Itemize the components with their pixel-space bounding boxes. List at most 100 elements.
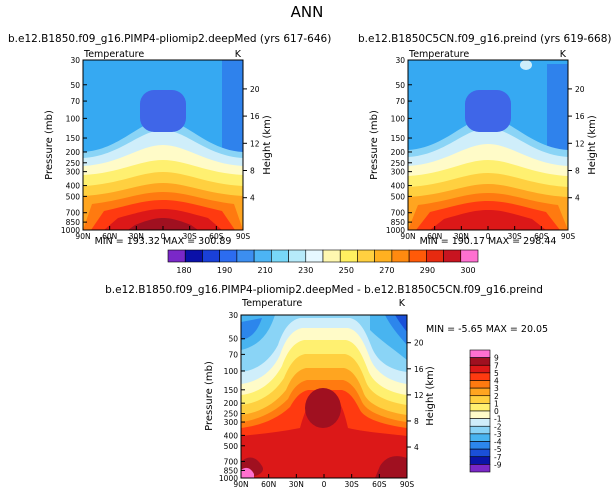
panel-b-left-subtitle: Temperature xyxy=(408,49,469,60)
x-tick-label: 90S xyxy=(236,232,251,241)
colorbar-diff-swatch xyxy=(469,456,491,465)
panel-a-ylabel: Pressure (mb) xyxy=(44,110,55,180)
panel-b-axes: 305070100150200250300400500700850100090N… xyxy=(386,56,585,241)
colorbar-diff-swatch xyxy=(469,441,491,450)
y-tick-label: 70 xyxy=(395,97,405,106)
x-tick-label: 60N xyxy=(261,480,276,489)
x-tick-label: 60N xyxy=(102,232,117,241)
x-tick-label: 90N xyxy=(400,232,415,241)
panel-a-left-subtitle: Temperature xyxy=(83,49,144,60)
colorbar-diff-label: -5 xyxy=(494,445,502,454)
colorbar-diff-swatch xyxy=(469,464,491,473)
colorbar-diff-swatch xyxy=(469,364,491,374)
colorbar-diff-label: 0 xyxy=(494,407,499,416)
colorbar-diff-swatch xyxy=(469,380,491,389)
colorbar-top-swatch xyxy=(236,249,255,263)
height-tick-label: 4 xyxy=(414,443,419,452)
y-tick-label: 200 xyxy=(224,399,239,408)
colorbar-diff-swatch xyxy=(469,357,491,366)
panel-a: b.e12.B1850.f09_g16.PIMP4-pliomip2.deepM… xyxy=(8,33,331,247)
y-tick-label: 100 xyxy=(224,367,239,376)
colorbar-top-swatch xyxy=(305,249,324,263)
colorbar-top-swatch xyxy=(460,249,479,263)
height-tick-label: 20 xyxy=(575,85,585,94)
x-tick-label: 0 xyxy=(161,232,166,241)
y-tick-label: 700 xyxy=(66,209,81,218)
colorbar-top: 180 190 210 230 250 270 290 300 xyxy=(167,249,479,275)
y-tick-label: 250 xyxy=(66,159,81,168)
colorbar-diff-swatch xyxy=(469,395,491,404)
colorbar-diff-label: -2 xyxy=(494,422,502,431)
x-tick-label: 90S xyxy=(400,480,415,489)
colorbar-diff-swatch xyxy=(469,418,491,427)
y-tick-label: 150 xyxy=(391,134,406,143)
colorbar-top-label: 290 xyxy=(420,266,435,275)
height-tick-label: 4 xyxy=(250,194,255,203)
x-tick-label: 60N xyxy=(427,232,442,241)
y-tick-label: 50 xyxy=(228,335,238,344)
x-tick-label: 0 xyxy=(322,480,327,489)
colorbar-diff-label: -4 xyxy=(494,438,502,447)
height-tick-label: 12 xyxy=(250,139,260,148)
colorbar-diff-label: -7 xyxy=(494,453,502,462)
panel-b-title: b.e12.B1850C5CN.f09_g16.preind (yrs 619-… xyxy=(358,33,611,45)
y-tick-label: 250 xyxy=(224,410,239,419)
colorbar-diff-label: 1 xyxy=(494,399,499,408)
colorbar-top-swatch xyxy=(322,249,341,263)
colorbar-diff-swatch xyxy=(469,433,491,442)
height-tick-label: 16 xyxy=(414,365,424,374)
y-tick-label: 250 xyxy=(391,159,406,168)
panel-a-plot-area xyxy=(83,60,243,230)
y-tick-label: 700 xyxy=(391,209,406,218)
y-tick-label: 1000 xyxy=(219,474,238,483)
y-tick-label: 300 xyxy=(224,418,239,427)
x-tick-label: 30S xyxy=(508,232,523,241)
colorbar-top-label: 230 xyxy=(298,266,313,275)
panel-b-plot-area xyxy=(408,60,568,230)
y-tick-label: 100 xyxy=(66,114,81,123)
height-tick-label: 16 xyxy=(250,112,260,121)
y-tick-label: 300 xyxy=(391,168,406,177)
panel-a-title: b.e12.B1850.f09_g16.PIMP4-pliomip2.deepM… xyxy=(8,33,331,45)
y-tick-label: 150 xyxy=(224,386,239,395)
colorbar-top-swatch xyxy=(271,249,289,263)
y-tick-label: 30 xyxy=(228,311,238,320)
colorbar-top-swatch xyxy=(219,249,238,263)
y-tick-label: 50 xyxy=(70,81,80,90)
colorbar-top-label: 250 xyxy=(339,266,354,275)
colorbar-top-swatch xyxy=(202,249,220,263)
x-tick-label: 90S xyxy=(561,232,576,241)
panel-a-min-max: MIN = 193.32 MAX = 300.89 xyxy=(95,236,232,247)
panel-b-min-max: MIN = 190.17 MAX = 298.44 xyxy=(420,236,557,247)
y-tick-label: 850 xyxy=(391,218,406,227)
y-tick-label: 50 xyxy=(395,81,405,90)
colorbar-diff-swatch xyxy=(469,425,491,435)
panel-c-plot-area xyxy=(241,315,407,478)
y-tick-label: 1000 xyxy=(386,226,405,235)
panel-c-left-subtitle: Temperature xyxy=(241,298,302,309)
y-tick-label: 400 xyxy=(391,182,406,191)
x-tick-label: 60S xyxy=(534,232,549,241)
y-tick-label: 200 xyxy=(391,148,406,157)
y-tick-label: 500 xyxy=(391,192,406,201)
colorbar-top-label: 210 xyxy=(258,266,273,275)
panel-c-right-subtitle: K xyxy=(399,298,406,309)
colorbar-diff-label: -3 xyxy=(494,430,502,439)
panel-c-min-max: MIN = -5.65 MAX = 20.05 xyxy=(426,324,548,335)
height-tick-label: 8 xyxy=(414,417,419,426)
y-tick-label: 850 xyxy=(224,466,239,475)
panel-a-ylabel-right: Height (km) xyxy=(262,115,273,175)
panel-a-axes: 305070100150200250300400500700850100090N… xyxy=(61,56,260,241)
colorbar-top-swatch xyxy=(288,249,307,263)
y-tick-label: 150 xyxy=(66,134,81,143)
x-tick-label: 30N xyxy=(129,232,144,241)
colorbar-top-label: 300 xyxy=(460,266,475,275)
colorbar-top-swatch xyxy=(339,249,358,263)
colorbar-top-swatch xyxy=(167,249,186,263)
panel-a-right-subtitle: K xyxy=(235,49,242,60)
colorbar-diff-swatch xyxy=(469,410,491,419)
x-tick-label: 0 xyxy=(486,232,491,241)
x-tick-label: 60S xyxy=(372,480,387,489)
colorbar-diff-swatch xyxy=(469,349,491,358)
